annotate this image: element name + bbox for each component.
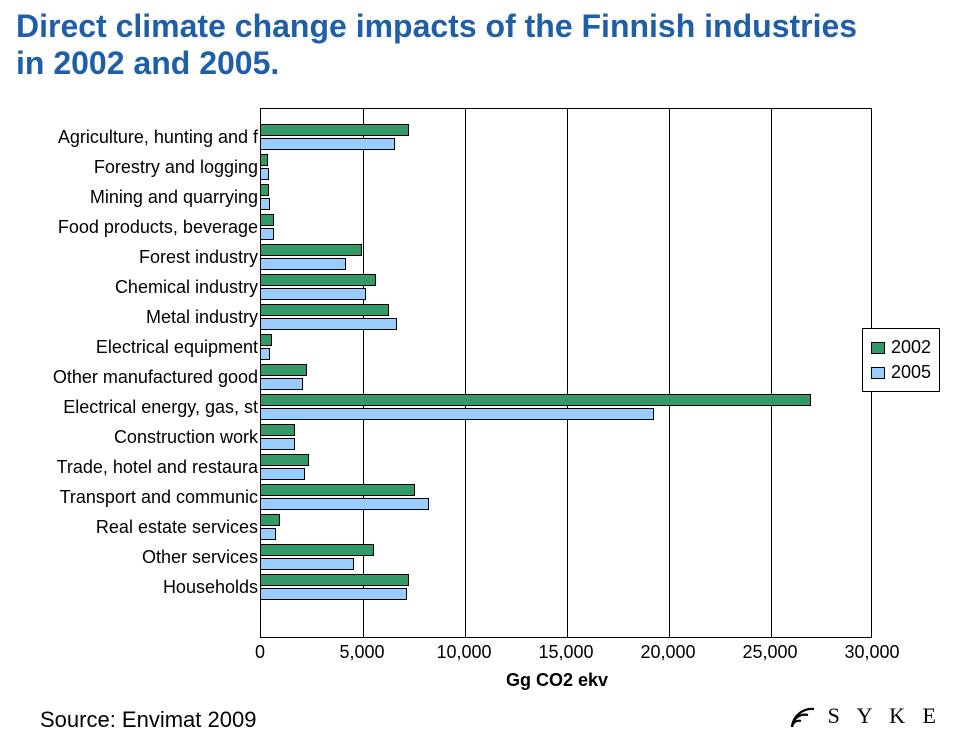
x-tick: 0 <box>255 642 265 663</box>
legend-label: 2002 <box>891 337 931 358</box>
category-label: Real estate services <box>16 512 258 542</box>
category-label: Agriculture, hunting and f <box>16 122 258 152</box>
category-label: Construction work <box>16 422 258 452</box>
legend-swatch <box>871 367 885 379</box>
bar-2002 <box>260 334 272 346</box>
legend-item: 2002 <box>871 335 931 360</box>
bar-2002 <box>260 274 376 286</box>
title-line2: in 2002 and 2005. <box>16 45 279 81</box>
category-label: Forest industry <box>16 242 258 272</box>
source-text: Source: Envimat 2009 <box>40 707 256 733</box>
bar-2005 <box>260 528 276 540</box>
bar-row: Transport and communic <box>16 482 944 512</box>
page-title: Direct climate change impacts of the Fin… <box>0 0 960 82</box>
bar-chart: Agriculture, hunting and fForestry and l… <box>16 108 944 668</box>
category-label: Food products, beverage <box>16 212 258 242</box>
bar-2005 <box>260 138 395 150</box>
legend-item: 2005 <box>871 360 931 385</box>
bar-2002 <box>260 424 295 436</box>
bar-2005 <box>260 228 274 240</box>
x-tick: 30,000 <box>844 642 899 663</box>
bar-2005 <box>260 198 270 210</box>
bar-2005 <box>260 288 366 300</box>
bar-2002 <box>260 514 280 526</box>
bar-2002 <box>260 154 268 166</box>
bar-2005 <box>260 498 429 510</box>
x-tick: 15,000 <box>538 642 593 663</box>
legend-label: 2005 <box>891 362 931 383</box>
bar-row: Trade, hotel and restaura <box>16 452 944 482</box>
bar-2002 <box>260 544 374 556</box>
category-label: Transport and communic <box>16 482 258 512</box>
category-label: Forestry and logging <box>16 152 258 182</box>
bar-row: Agriculture, hunting and f <box>16 122 944 152</box>
category-label: Other manufactured good <box>16 362 258 392</box>
bar-2005 <box>260 588 407 600</box>
x-axis-label: Gg CO2 ekv <box>506 670 608 691</box>
x-tick: 25,000 <box>742 642 797 663</box>
bar-row: Metal industry <box>16 302 944 332</box>
bar-row: Households <box>16 572 944 602</box>
category-label: Chemical industry <box>16 272 258 302</box>
bar-2002 <box>260 184 269 196</box>
category-label: Electrical energy, gas, st <box>16 392 258 422</box>
bar-row: Real estate services <box>16 512 944 542</box>
bar-2005 <box>260 408 654 420</box>
legend-swatch <box>871 342 885 354</box>
bar-2002 <box>260 364 307 376</box>
x-tick: 5,000 <box>339 642 384 663</box>
bar-row: Construction work <box>16 422 944 452</box>
bar-2002 <box>260 304 389 316</box>
syke-arc-icon <box>788 701 818 731</box>
bar-2002 <box>260 574 409 586</box>
bar-row: Food products, beverage <box>16 212 944 242</box>
category-label: Mining and quarrying <box>16 182 258 212</box>
bar-2005 <box>260 258 346 270</box>
bar-2002 <box>260 454 309 466</box>
category-label: Metal industry <box>16 302 258 332</box>
bar-2005 <box>260 168 269 180</box>
bar-row: Forest industry <box>16 242 944 272</box>
category-label: Electrical equipment <box>16 332 258 362</box>
bar-2005 <box>260 348 270 360</box>
bar-row: Chemical industry <box>16 272 944 302</box>
bar-2002 <box>260 244 362 256</box>
x-tick: 20,000 <box>640 642 695 663</box>
bar-2005 <box>260 468 305 480</box>
bar-row: Other services <box>16 542 944 572</box>
category-label: Other services <box>16 542 258 572</box>
syke-logo: S Y K E <box>788 701 942 731</box>
syke-text: S Y K E <box>828 703 942 729</box>
bar-row: Forestry and logging <box>16 152 944 182</box>
x-tick: 10,000 <box>436 642 491 663</box>
bar-row: Electrical energy, gas, st <box>16 392 944 422</box>
legend: 2002 2005 <box>862 328 940 392</box>
title-line1: Direct climate change impacts of the Fin… <box>16 8 857 44</box>
category-label: Trade, hotel and restaura <box>16 452 258 482</box>
bar-row: Other manufactured good <box>16 362 944 392</box>
bar-2002 <box>260 124 409 136</box>
bar-2005 <box>260 558 354 570</box>
bar-2002 <box>260 214 274 226</box>
bar-row: Electrical equipment <box>16 332 944 362</box>
bar-2002 <box>260 394 811 406</box>
bar-row: Mining and quarrying <box>16 182 944 212</box>
category-label: Households <box>16 572 258 602</box>
bar-2005 <box>260 318 397 330</box>
bar-2002 <box>260 484 415 496</box>
bar-2005 <box>260 378 303 390</box>
bar-2005 <box>260 438 295 450</box>
